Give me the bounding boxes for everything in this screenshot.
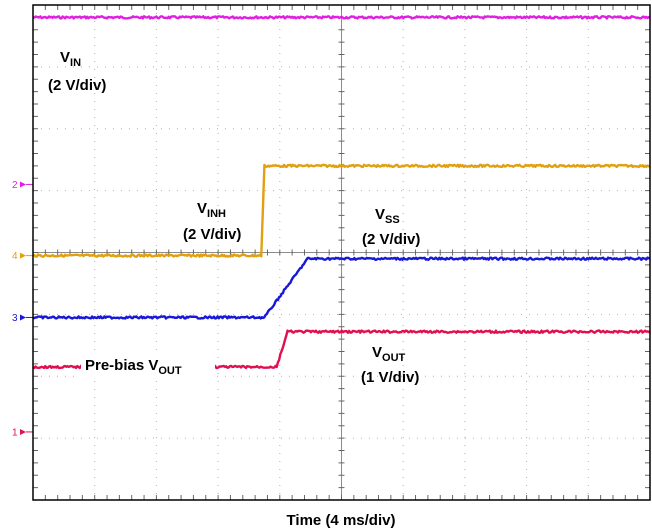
channel-markers: 2 4 3 1: [12, 180, 33, 438]
vin-label: VIN: [60, 49, 81, 69]
trace-vin: [32, 15, 651, 20]
vinh-scale-label: (2 V/div): [183, 226, 241, 243]
prebias-label-bg: [81, 353, 215, 377]
vout-label: VOUT: [372, 344, 406, 364]
channel-4-marker-label: 4: [12, 251, 18, 262]
vss-label-sub: SS: [385, 214, 400, 226]
channel-2-marker-arrow: [20, 181, 26, 188]
trace-vinh: [32, 163, 651, 258]
channel-4-marker-arrow: [20, 252, 26, 259]
vinh-label: VINH: [197, 200, 226, 220]
prebias-label: Pre-bias VOUT: [85, 357, 182, 377]
prebias-label-main: Pre-bias V: [85, 357, 158, 374]
vin-label-sub: IN: [70, 57, 81, 69]
vss-label-main: V: [375, 206, 385, 223]
vin-scale-label: (2 V/div): [48, 77, 106, 94]
vout-label-main: V: [372, 344, 382, 361]
plot-frame: [32, 4, 651, 501]
trace-vss: [32, 256, 651, 320]
vinh-label-main: V: [197, 200, 207, 217]
vss-label: VSS: [375, 206, 400, 226]
vout-scale-label: (1 V/div): [361, 369, 419, 386]
vss-scale-label: (2 V/div): [362, 231, 420, 248]
channel-3-marker-label: 3: [12, 313, 18, 324]
vin-label-main: V: [60, 49, 70, 66]
channel-1-marker-label: 1: [12, 427, 18, 438]
channel-2-marker-label: 2: [12, 180, 18, 191]
vout-label-sub: OUT: [382, 352, 406, 364]
x-axis-label: Time (4 ms/div): [287, 512, 396, 529]
vinh-label-sub: INH: [207, 208, 226, 220]
channel-1-marker-arrow: [20, 428, 26, 435]
channel-3-marker-arrow: [20, 314, 26, 321]
prebias-label-sub: OUT: [158, 365, 182, 377]
